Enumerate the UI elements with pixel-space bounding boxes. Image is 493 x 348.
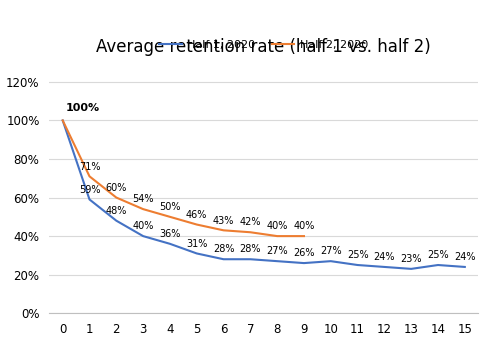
Half 1, 2020 [167, 242, 173, 246]
Text: 43%: 43% [213, 215, 234, 226]
Half 2, 2020 [274, 234, 280, 238]
Legend: Half 1, 2020, Half 2, 2020: Half 1, 2020, Half 2, 2020 [155, 35, 373, 55]
Line: Half 2, 2020: Half 2, 2020 [63, 120, 304, 236]
Text: 54%: 54% [133, 194, 154, 204]
Half 2, 2020 [87, 174, 93, 179]
Half 1, 2020 [354, 263, 360, 267]
Text: 28%: 28% [213, 244, 234, 254]
Text: 40%: 40% [133, 221, 154, 231]
Text: 60%: 60% [106, 183, 127, 193]
Half 2, 2020 [140, 207, 146, 211]
Half 1, 2020 [194, 251, 200, 255]
Half 1, 2020 [247, 257, 253, 261]
Text: 27%: 27% [266, 246, 288, 256]
Half 1, 2020 [113, 219, 119, 223]
Half 2, 2020 [194, 222, 200, 227]
Text: 50%: 50% [159, 202, 180, 212]
Line: Half 1, 2020: Half 1, 2020 [63, 120, 465, 269]
Half 1, 2020 [60, 118, 66, 122]
Half 2, 2020 [60, 118, 66, 122]
Half 2, 2020 [220, 228, 226, 232]
Title: Average retention rate (half 1 vs. half 2): Average retention rate (half 1 vs. half … [96, 38, 431, 56]
Text: 46%: 46% [186, 210, 208, 220]
Text: 100%: 100% [66, 103, 100, 113]
Text: 25%: 25% [427, 250, 449, 260]
Text: 27%: 27% [320, 246, 342, 256]
Half 1, 2020 [328, 259, 334, 263]
Half 1, 2020 [140, 234, 146, 238]
Half 1, 2020 [435, 263, 441, 267]
Text: 24%: 24% [374, 252, 395, 262]
Text: 42%: 42% [240, 218, 261, 228]
Half 1, 2020 [408, 267, 414, 271]
Text: 28%: 28% [240, 244, 261, 254]
Half 1, 2020 [274, 259, 280, 263]
Half 2, 2020 [301, 234, 307, 238]
Half 1, 2020 [382, 265, 387, 269]
Half 2, 2020 [167, 215, 173, 219]
Text: 40%: 40% [293, 221, 315, 231]
Text: 40%: 40% [267, 221, 288, 231]
Text: 71%: 71% [79, 161, 100, 172]
Half 1, 2020 [87, 197, 93, 201]
Text: 25%: 25% [347, 250, 368, 260]
Half 1, 2020 [301, 261, 307, 265]
Text: 31%: 31% [186, 239, 208, 248]
Text: 23%: 23% [400, 254, 422, 264]
Text: 48%: 48% [106, 206, 127, 216]
Text: 59%: 59% [79, 185, 100, 195]
Half 2, 2020 [247, 230, 253, 234]
Text: 36%: 36% [159, 229, 180, 239]
Half 1, 2020 [462, 265, 468, 269]
Text: 24%: 24% [454, 252, 476, 262]
Text: 26%: 26% [293, 248, 315, 258]
Half 1, 2020 [220, 257, 226, 261]
Half 2, 2020 [113, 196, 119, 200]
